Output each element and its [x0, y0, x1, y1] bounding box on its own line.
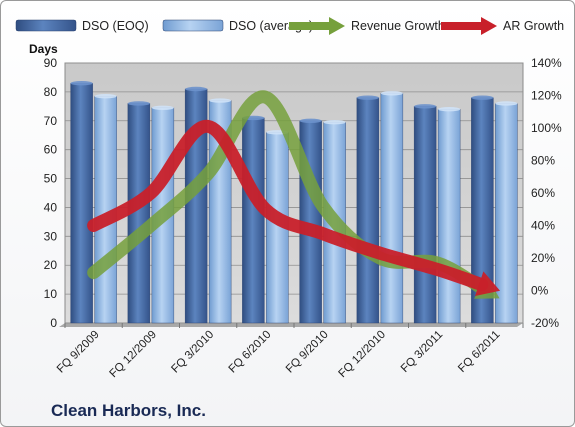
bar-cap — [414, 104, 437, 109]
y-left-tick-label: 10 — [44, 287, 58, 301]
line-arrowhead — [475, 271, 501, 297]
y-axis-title: Days — [29, 42, 58, 56]
bar-cap — [94, 94, 117, 99]
y-right-tick-label: 140% — [531, 56, 562, 70]
y-left-tick-label: 0 — [50, 316, 57, 330]
bar — [413, 106, 437, 324]
bar-cap — [209, 98, 232, 103]
x-tick-label: FQ 9/2009 — [55, 329, 102, 376]
bar-cap — [151, 105, 174, 110]
y-right-tick-label: 0% — [531, 284, 549, 298]
legend-swatch — [162, 19, 224, 32]
y-right-tick-label: 100% — [531, 121, 562, 135]
line-series — [87, 119, 489, 292]
y-left-tick-label: 20 — [44, 258, 58, 272]
plot-floor — [59, 323, 523, 327]
y-left-tick-label: 80 — [44, 85, 58, 99]
bar — [70, 83, 93, 324]
x-tick-label: FQ 6/2011 — [456, 329, 502, 375]
bar-cap — [380, 91, 403, 96]
x-tick-label: FQ 3/2011 — [399, 329, 445, 375]
legend-arrowhead — [481, 17, 497, 35]
bar-cap — [438, 107, 461, 112]
y-right-tick-label: 40% — [531, 219, 555, 233]
x-tick-label: FQ 9/2010 — [284, 329, 331, 376]
y-right-tick-label: 20% — [531, 251, 555, 265]
bar-cap — [70, 81, 93, 86]
legend-arrowhead — [329, 17, 345, 35]
right-axis-ticks: -20% 0% 20% 40% 60% 80% 100% 120% 140% — [531, 56, 562, 330]
bar-cap — [185, 86, 208, 92]
bar — [437, 109, 461, 324]
y-right-tick-label: -20% — [531, 316, 559, 330]
bar-cap — [323, 120, 346, 125]
y-right-tick-label: 60% — [531, 186, 555, 200]
y-left-tick-label: 60 — [44, 143, 58, 157]
bar-cap — [495, 101, 518, 106]
legend-label: AR Growth — [503, 19, 564, 33]
x-tick-label: FQ 12/2009 — [108, 329, 159, 380]
bar — [356, 97, 380, 324]
legend-label: DSO (EOQ) — [82, 19, 149, 33]
bar — [380, 93, 404, 324]
legend: DSO (EOQ) DSO (average) Revenue Growth AR G… — [15, 17, 564, 35]
left-axis-ticks: 0 10 20 30 40 50 60 70 80 90 — [44, 56, 58, 330]
bar-cap — [127, 101, 150, 106]
chart-title: Clean Harbors, Inc. — [51, 401, 206, 420]
bar-cap — [299, 118, 322, 123]
y-right-tick-label: 120% — [531, 89, 562, 103]
y-left-tick-label: 40 — [44, 200, 58, 214]
y-left-tick-label: 70 — [44, 114, 58, 128]
x-tick-label: FQ 3/2010 — [169, 329, 216, 376]
x-tick-label: FQ 12/2010 — [337, 329, 388, 380]
x-axis-ticks: FQ 9/2009 FQ 12/2009 FQ 3/2010 FQ 6/2010 FQ … — [55, 329, 503, 380]
bar-cap — [356, 95, 379, 100]
growth-lines — [87, 90, 501, 299]
legend-label: Revenue Growth — [351, 19, 445, 33]
bar — [242, 117, 265, 324]
y-left-tick-label: 50 — [44, 172, 58, 186]
legend-swatch — [15, 19, 77, 32]
y-left-tick-label: 30 — [44, 229, 58, 243]
x-tick-label: FQ 6/2010 — [227, 329, 274, 376]
y-left-tick-label: 90 — [44, 56, 58, 70]
y-right-tick-label: 80% — [531, 154, 555, 168]
bar-cap — [471, 95, 494, 100]
